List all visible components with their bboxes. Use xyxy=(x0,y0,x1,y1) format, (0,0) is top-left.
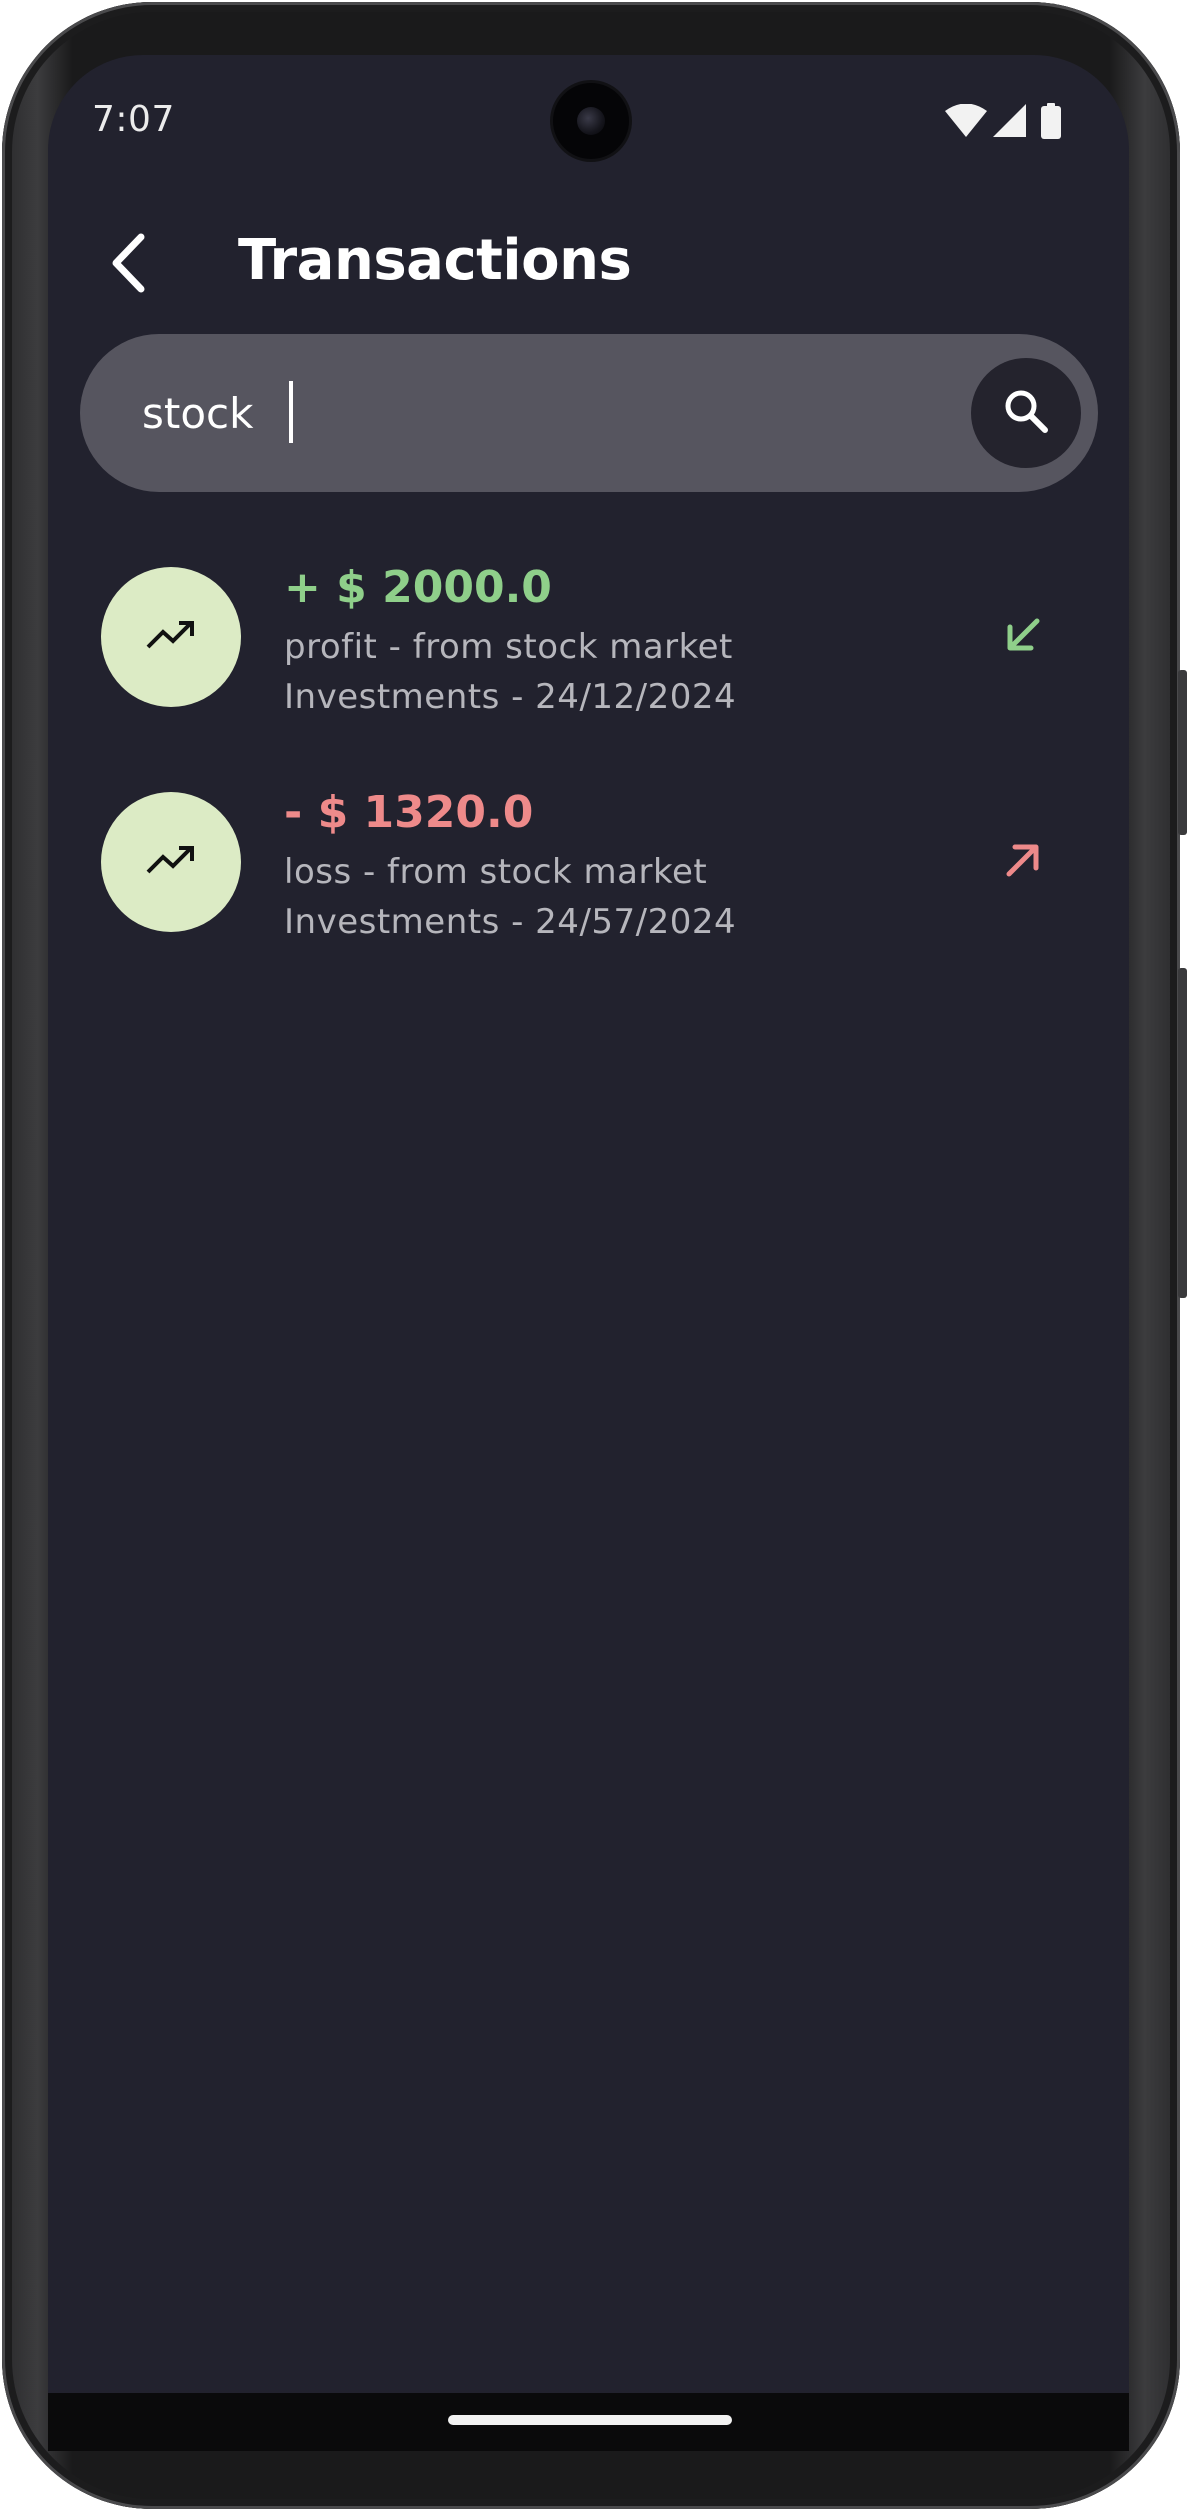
search-input[interactable] xyxy=(142,378,902,448)
app-screen: 7:07 xyxy=(48,55,1129,2393)
status-time: 7:07 xyxy=(92,99,175,140)
chevron-left-icon xyxy=(108,233,148,298)
text-cursor xyxy=(289,381,293,443)
trending-up-icon xyxy=(146,844,196,881)
transaction-amount: + $ 2000.0 xyxy=(284,562,552,613)
trending-up-icon xyxy=(146,619,196,656)
front-camera xyxy=(553,83,629,159)
volume-button xyxy=(1178,968,1187,1298)
status-icons xyxy=(945,103,1061,144)
battery-icon xyxy=(1041,103,1061,144)
transaction-description: loss - from stock market xyxy=(284,852,708,892)
home-indicator[interactable] xyxy=(448,2415,732,2425)
transaction-category-date: Investments - 24/12/2024 xyxy=(284,677,737,717)
arrow-up-right-icon xyxy=(998,835,1048,885)
transaction-item[interactable]: - $ 1320.0 loss - from stock market Inve… xyxy=(48,777,1129,977)
transaction-category-date: Investments - 24/57/2024 xyxy=(284,902,737,942)
page-title: Transactions xyxy=(238,228,632,293)
search-button[interactable] xyxy=(971,358,1081,468)
category-avatar xyxy=(101,792,241,932)
wifi-icon xyxy=(945,103,987,143)
transaction-item[interactable]: + $ 2000.0 profit - from stock market In… xyxy=(48,552,1129,752)
search-bar xyxy=(80,334,1098,492)
arrow-down-left-icon xyxy=(998,610,1048,660)
category-avatar xyxy=(101,567,241,707)
cellular-signal-icon xyxy=(993,104,1027,143)
camera-lens xyxy=(577,107,605,135)
back-button[interactable] xyxy=(98,230,158,300)
search-icon xyxy=(1001,386,1051,441)
transaction-description: profit - from stock market xyxy=(284,627,733,667)
power-button xyxy=(1178,670,1187,835)
transaction-amount: - $ 1320.0 xyxy=(284,787,534,838)
